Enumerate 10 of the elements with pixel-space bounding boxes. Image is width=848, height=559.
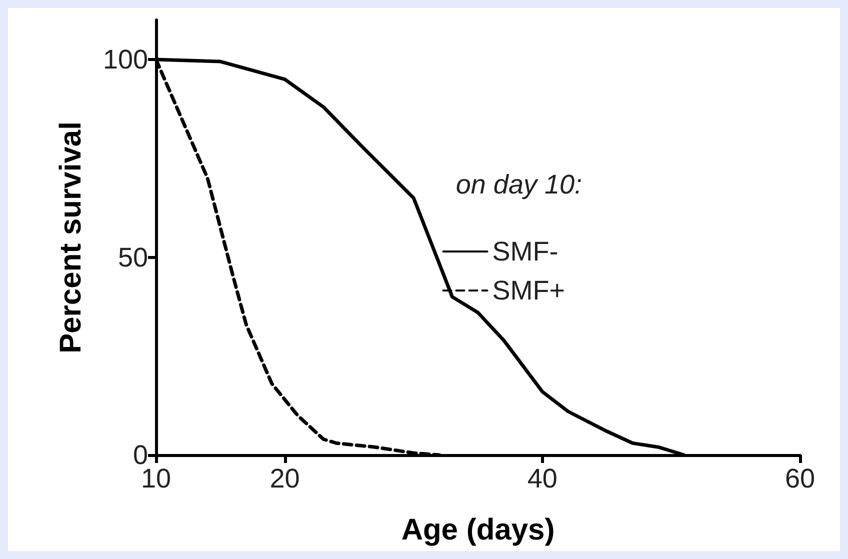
x-tick-label: 60 <box>784 464 816 494</box>
x-tick-label: 20 <box>270 464 300 494</box>
x-tick-label: 40 <box>527 464 558 494</box>
legend-title: on day 10: <box>456 170 582 200</box>
y-axis-title: Percent survival <box>54 122 88 354</box>
legend-label: SMF- <box>492 236 558 266</box>
legend-label: SMF+ <box>492 276 566 306</box>
y-tick-label: 50 <box>118 242 148 272</box>
x-axis-title: Age (days) <box>401 514 555 546</box>
y-tick-label: 100 <box>102 44 148 75</box>
